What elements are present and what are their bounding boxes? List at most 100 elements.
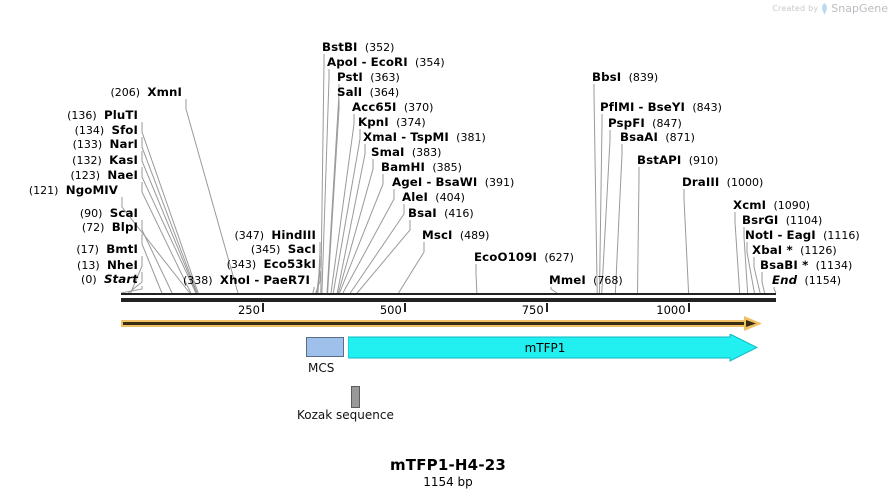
restriction-site-position: (1104)	[785, 214, 823, 227]
restriction-site-label[interactable]: (72) BlpI	[82, 221, 138, 234]
restriction-site-position: (13)	[77, 259, 100, 272]
restriction-site-label[interactable]: (136) PluTI	[67, 109, 138, 122]
restriction-site-position: (404)	[435, 191, 465, 204]
feature-mcs-box[interactable]	[306, 337, 344, 357]
site-leader-line	[141, 137, 198, 294]
restriction-site-label[interactable]: End (1154)	[772, 274, 841, 287]
restriction-site-label[interactable]: NotI - EagI (1116)	[745, 229, 860, 242]
restriction-site-label[interactable]: (345) SacI	[251, 243, 316, 256]
restriction-site-label[interactable]: PspFI (847)	[608, 117, 682, 130]
site-leader-line	[327, 99, 340, 294]
site-leader-line	[141, 122, 199, 294]
restriction-site-name: BsrGI	[742, 213, 779, 227]
restriction-site-label[interactable]: XcmI (1090)	[733, 199, 810, 212]
restriction-site-position: (1000)	[726, 176, 764, 189]
restriction-site-label[interactable]: MmeI (768)	[549, 274, 623, 287]
orientation-arrowhead-icon	[744, 316, 762, 331]
restriction-site-position: (1090)	[773, 199, 811, 212]
site-leader-line	[330, 114, 355, 294]
restriction-site-label[interactable]: PflMI - BseYI (843)	[600, 101, 722, 114]
restriction-site-name: XcmI	[733, 198, 767, 212]
restriction-site-label[interactable]: AgeI - BsaWI (391)	[392, 176, 514, 189]
feature-mtfp1-arrow[interactable]	[348, 334, 758, 362]
restriction-site-position: (132)	[72, 154, 102, 167]
restriction-site-label[interactable]: BsaBI * (1134)	[760, 259, 852, 272]
restriction-site-label[interactable]: BbsI (839)	[592, 71, 658, 84]
restriction-site-name: KpnI	[358, 115, 389, 129]
restriction-site-label[interactable]: EcoO109I (627)	[474, 251, 574, 264]
restriction-site-label[interactable]: (347) HindIII	[234, 229, 316, 242]
restriction-site-label[interactable]: BsaI (416)	[408, 207, 474, 220]
restriction-site-label[interactable]: (133) NarI	[73, 138, 138, 151]
site-leader-line	[683, 189, 690, 294]
restriction-site-label[interactable]: BsrGI (1104)	[742, 214, 822, 227]
restriction-site-position: (627)	[544, 251, 574, 264]
restriction-site-label[interactable]: (90) ScaI	[80, 207, 138, 220]
restriction-site-label[interactable]: SalI (364)	[337, 86, 399, 99]
restriction-site-name: SmaI	[371, 145, 405, 159]
sequence-backbone-lower	[121, 298, 776, 302]
restriction-site-label[interactable]: PstI (363)	[337, 71, 400, 84]
restriction-site-label[interactable]: (13) NheI	[77, 259, 138, 272]
restriction-site-name: NheI	[106, 258, 138, 272]
restriction-site-position: (383)	[411, 146, 442, 159]
restriction-site-label[interactable]: DraIII (1000)	[682, 176, 763, 189]
restriction-site-name: PstI	[337, 70, 363, 84]
restriction-site-label[interactable]: XmaI - TspMI (381)	[363, 131, 486, 144]
ruler-tick-label: 500	[379, 303, 402, 317]
restriction-site-label[interactable]: Acc65I (370)	[352, 101, 433, 114]
restriction-site-label[interactable]: MscI (489)	[422, 229, 489, 242]
ruler-tick-label: 250	[237, 303, 260, 317]
site-name-separator: -	[357, 55, 371, 69]
site-leader-line	[316, 256, 321, 294]
restriction-site-name: Start	[103, 272, 138, 286]
feature-mtfp1-label: mTFP1	[524, 341, 566, 355]
site-leader-line	[761, 272, 766, 294]
restriction-site-position: (489)	[459, 229, 490, 242]
restriction-site-label[interactable]: (121) NgoMIV	[29, 184, 118, 197]
feature-kozak-box[interactable]	[351, 386, 360, 408]
restriction-site-name: AleI	[402, 190, 428, 204]
restriction-site-name: BsaBI	[760, 258, 798, 272]
restriction-site-label[interactable]: BsaAI (871)	[620, 131, 695, 144]
restriction-site-label[interactable]: BstBI (352)	[322, 41, 394, 54]
restriction-site-name: MscI	[422, 228, 453, 242]
site-star-marker: *	[782, 243, 793, 257]
restriction-site-name: SacI	[287, 242, 316, 256]
restriction-site-label[interactable]: (338) XhoI - PaeR7I	[183, 274, 310, 287]
site-leader-line	[141, 220, 173, 294]
restriction-site-position: (364)	[369, 86, 400, 99]
ruler-tick-label: 750	[521, 303, 544, 317]
restriction-site-position: (90)	[79, 207, 103, 220]
site-leader-line	[315, 271, 321, 294]
site-name-separator: -	[634, 100, 648, 114]
site-leader-line	[320, 54, 325, 294]
restriction-site-label[interactable]: XbaI * (1126)	[752, 244, 837, 257]
restriction-site-name: PaeR7I	[263, 273, 310, 287]
site-leader-line	[601, 130, 611, 294]
restriction-site-label[interactable]: (132) KasI	[72, 154, 138, 167]
restriction-site-label[interactable]: SmaI (383)	[371, 146, 441, 159]
plasmid-title: mTFP1-H4-23	[389, 456, 507, 474]
restriction-site-label[interactable]: AleI (404)	[402, 191, 465, 204]
restriction-site-label[interactable]: (343) Eco53kI	[227, 258, 316, 271]
restriction-site-name: BsaI	[408, 206, 437, 220]
restriction-site-position: (345)	[250, 243, 281, 256]
restriction-site-label[interactable]: BamHI (385)	[381, 161, 462, 174]
site-leader-line	[332, 129, 361, 294]
restriction-site-label[interactable]: (123) NaeI	[70, 169, 138, 182]
restriction-site-name: ScaI	[109, 206, 138, 220]
restriction-site-position: (381)	[456, 131, 486, 144]
site-leader-line	[598, 114, 603, 294]
restriction-site-label[interactable]: (206) XmnI	[111, 86, 182, 99]
restriction-site-label[interactable]: (134) SfoI	[75, 124, 138, 137]
restriction-site-label[interactable]: KpnI (374)	[358, 116, 426, 129]
ruler-tick-label: 1000	[656, 303, 686, 317]
restriction-site-label[interactable]: ApoI - EcoRI (354)	[327, 56, 445, 69]
site-leader-line	[317, 242, 321, 294]
restriction-site-label[interactable]: (0) Start	[81, 273, 138, 286]
restriction-site-label[interactable]: (17) BmtI	[76, 243, 138, 256]
restriction-site-label[interactable]: BstAPI (910)	[637, 154, 718, 167]
restriction-site-position: (17)	[76, 243, 99, 256]
site-leader-line	[326, 84, 340, 294]
